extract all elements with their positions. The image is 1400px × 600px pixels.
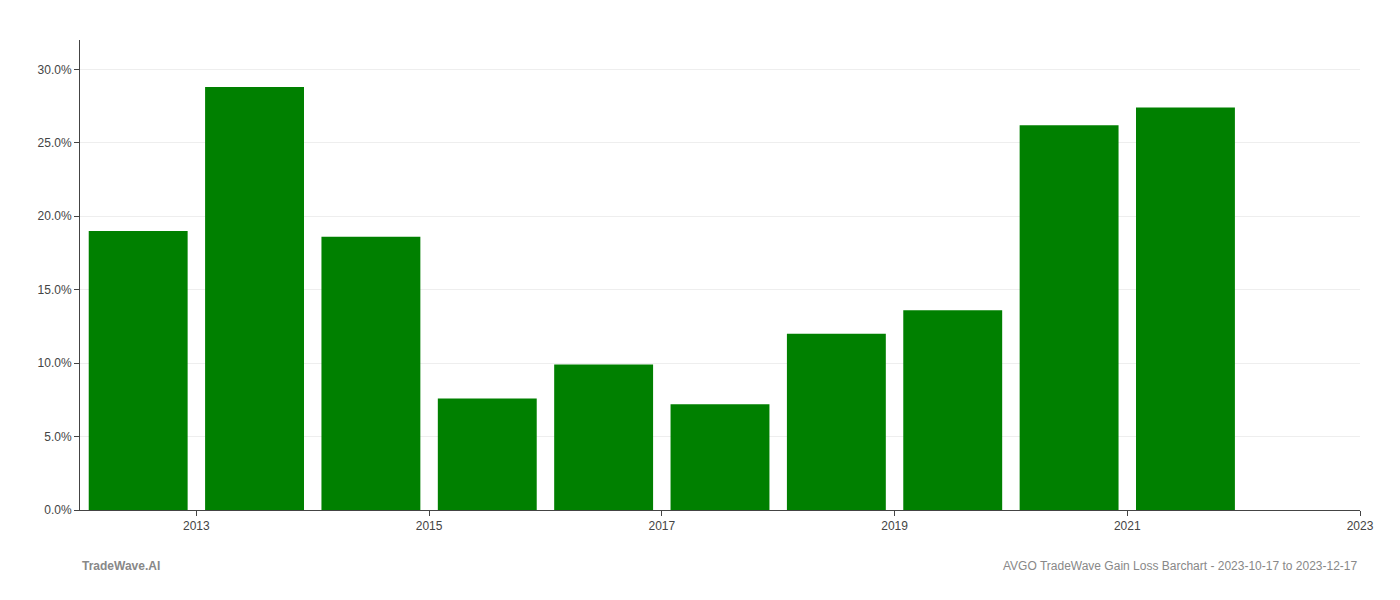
svg-text:20.0%: 20.0% (38, 209, 72, 223)
svg-text:2013: 2013 (183, 519, 210, 533)
svg-text:25.0%: 25.0% (38, 136, 72, 150)
svg-text:0.0%: 0.0% (44, 503, 72, 517)
svg-text:30.0%: 30.0% (38, 63, 72, 77)
svg-text:10.0%: 10.0% (38, 356, 72, 370)
svg-text:TradeWave.AI: TradeWave.AI (82, 559, 160, 573)
svg-text:2019: 2019 (881, 519, 908, 533)
svg-text:5.0%: 5.0% (44, 430, 72, 444)
svg-text:2015: 2015 (416, 519, 443, 533)
svg-text:2021: 2021 (1114, 519, 1141, 533)
svg-text:AVGO TradeWave Gain Loss Barch: AVGO TradeWave Gain Loss Barchart - 2023… (1003, 559, 1358, 573)
svg-text:2023: 2023 (1347, 519, 1374, 533)
svg-text:15.0%: 15.0% (38, 283, 72, 297)
svg-text:2017: 2017 (648, 519, 675, 533)
